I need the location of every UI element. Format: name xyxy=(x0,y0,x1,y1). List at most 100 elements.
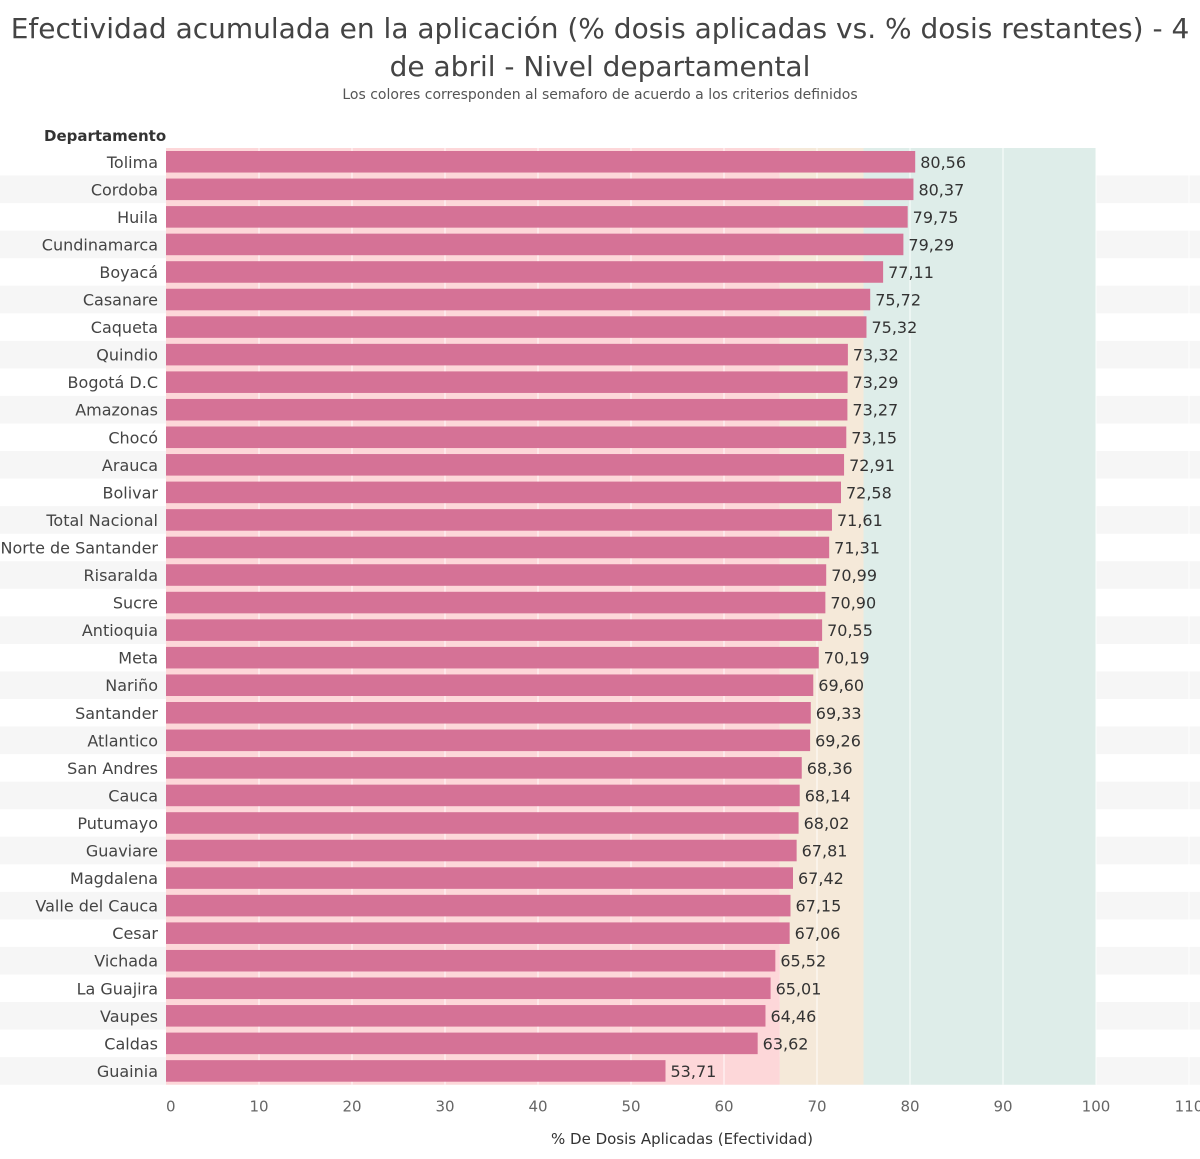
x-tick-label: 0 xyxy=(166,1098,176,1116)
x-tick-label: 100 xyxy=(1082,1098,1111,1116)
category-label: Bogotá D.C xyxy=(68,373,158,392)
category-label: Arauca xyxy=(102,456,158,475)
row-header: Departamento xyxy=(44,127,166,145)
category-label: Bolivar xyxy=(102,483,158,502)
category-label: La Guajira xyxy=(77,979,158,998)
value-label: 70,90 xyxy=(830,594,876,613)
category-label: Atlantico xyxy=(87,731,158,750)
value-label: 65,52 xyxy=(780,952,826,971)
value-label: 69,33 xyxy=(816,704,862,723)
bar[interactable] xyxy=(166,261,884,283)
bar[interactable] xyxy=(166,784,800,807)
x-tick-label: 30 xyxy=(435,1098,454,1116)
category-label: Caldas xyxy=(104,1034,158,1053)
value-label: 75,32 xyxy=(871,318,917,337)
bar[interactable] xyxy=(166,757,802,779)
bar[interactable] xyxy=(166,1032,758,1055)
category-label: Valle del Cauca xyxy=(35,897,158,916)
bar[interactable] xyxy=(166,343,848,366)
bar[interactable] xyxy=(166,398,848,421)
value-label: 69,60 xyxy=(818,676,864,695)
bar[interactable] xyxy=(166,977,771,1000)
x-tick-label: 50 xyxy=(621,1098,640,1116)
value-label: 70,55 xyxy=(827,621,873,640)
bar[interactable] xyxy=(166,454,845,476)
value-label: 70,19 xyxy=(824,649,870,668)
category-label: Quindio xyxy=(96,346,158,365)
bar[interactable] xyxy=(166,371,848,393)
bar[interactable] xyxy=(166,206,908,228)
value-label: 68,02 xyxy=(804,814,850,833)
category-label: Tolima xyxy=(106,153,158,172)
category-label: Magdalena xyxy=(70,869,158,888)
bar[interactable] xyxy=(166,922,790,944)
category-label: San Andres xyxy=(67,759,158,778)
category-label: Total Nacional xyxy=(45,511,158,530)
bar[interactable] xyxy=(166,178,914,201)
category-label: Amazonas xyxy=(75,401,158,420)
x-tick-labels: 0 10 20 30 40 50 60 70 80 90 100 110 xyxy=(166,1098,1200,1116)
category-label: Cundinamarca xyxy=(42,235,158,254)
x-tick-label: 90 xyxy=(993,1098,1012,1116)
value-label: 79,75 xyxy=(913,208,959,227)
category-label: Risaralda xyxy=(84,566,159,585)
bar[interactable] xyxy=(166,151,916,173)
value-label: 53,71 xyxy=(671,1062,717,1081)
x-tick-label: 10 xyxy=(249,1098,268,1116)
bar[interactable] xyxy=(166,1060,666,1082)
category-label: Chocó xyxy=(108,428,158,447)
bar[interactable] xyxy=(166,646,819,669)
bar[interactable] xyxy=(166,839,797,862)
x-tick-label: 60 xyxy=(714,1098,733,1116)
bar[interactable] xyxy=(166,867,794,889)
x-tick-label: 80 xyxy=(900,1098,919,1116)
bars xyxy=(166,151,916,1082)
bar[interactable] xyxy=(166,619,823,641)
category-label: Vaupes xyxy=(100,1007,158,1026)
bar[interactable] xyxy=(166,591,826,614)
category-labels: Tolima Cordoba Huila Cundinamarca Boyacá Casa… xyxy=(0,153,158,1081)
x-tick-label: 110 xyxy=(1175,1098,1200,1116)
bar[interactable] xyxy=(166,426,847,449)
bar[interactable] xyxy=(166,233,904,256)
category-label: Meta xyxy=(118,649,158,668)
category-label: Casanare xyxy=(83,291,158,310)
category-label: Boyacá xyxy=(99,263,158,282)
bar[interactable] xyxy=(166,702,811,724)
bar[interactable] xyxy=(166,536,830,559)
bar[interactable] xyxy=(166,509,832,531)
category-label: Cauca xyxy=(108,786,158,805)
bar[interactable] xyxy=(166,949,776,972)
value-label: 72,91 xyxy=(849,456,895,475)
value-label: 77,11 xyxy=(888,263,934,282)
zone-green xyxy=(863,148,1096,1085)
value-label: 72,58 xyxy=(846,483,892,502)
value-label: 68,36 xyxy=(807,759,853,778)
value-label: 67,06 xyxy=(795,924,841,943)
category-label: Antioquia xyxy=(82,621,158,640)
category-label: Cesar xyxy=(112,924,158,943)
value-label: 67,42 xyxy=(798,869,844,888)
category-label: Putumayo xyxy=(77,814,158,833)
x-tick-label: 70 xyxy=(807,1098,826,1116)
value-label: 73,27 xyxy=(852,401,898,420)
bar[interactable] xyxy=(166,1005,766,1027)
bar[interactable] xyxy=(166,812,799,834)
category-label: Guainia xyxy=(97,1062,158,1081)
bar[interactable] xyxy=(166,288,871,311)
x-tick-label: 40 xyxy=(528,1098,547,1116)
value-label: 71,61 xyxy=(837,511,883,530)
bar[interactable] xyxy=(166,316,867,338)
bar[interactable] xyxy=(166,481,841,504)
category-label: Norte de Santander xyxy=(0,538,158,557)
value-label: 69,26 xyxy=(815,731,861,750)
zone-red xyxy=(166,148,780,1085)
value-label: 79,29 xyxy=(908,235,954,254)
value-label: 64,46 xyxy=(770,1007,816,1026)
bar[interactable] xyxy=(166,729,811,752)
category-label: Sucre xyxy=(113,594,158,613)
bar[interactable] xyxy=(166,674,814,696)
bar[interactable] xyxy=(166,564,827,586)
bar[interactable] xyxy=(166,894,791,917)
